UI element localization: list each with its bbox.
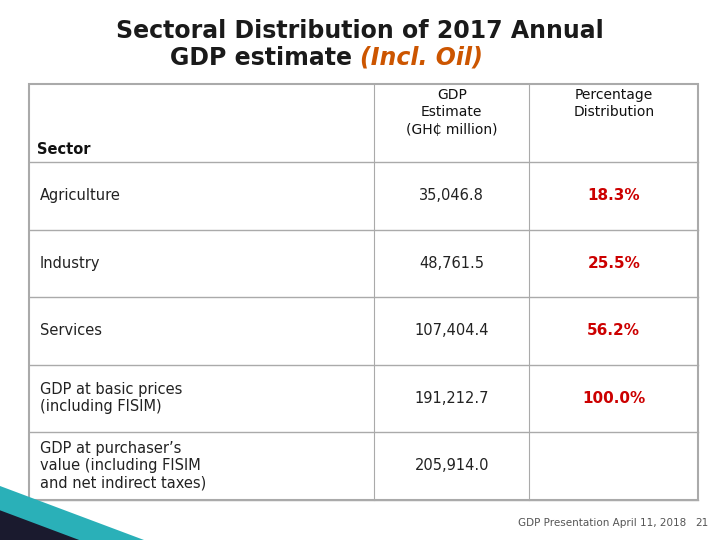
Text: 48,761.5: 48,761.5 bbox=[419, 256, 485, 271]
Text: 191,212.7: 191,212.7 bbox=[415, 391, 489, 406]
Text: (Incl. Oil): (Incl. Oil) bbox=[360, 46, 483, 70]
Text: 18.3%: 18.3% bbox=[588, 188, 640, 203]
Polygon shape bbox=[0, 510, 79, 540]
Text: GDP
Estimate
(GH₵ million): GDP Estimate (GH₵ million) bbox=[406, 88, 498, 137]
Text: Percentage
Distribution: Percentage Distribution bbox=[573, 88, 654, 119]
Text: GDP at basic prices
(including FISIM): GDP at basic prices (including FISIM) bbox=[40, 382, 182, 415]
Text: 100.0%: 100.0% bbox=[582, 391, 645, 406]
Text: GDP estimate: GDP estimate bbox=[170, 46, 360, 70]
Text: Agriculture: Agriculture bbox=[40, 188, 120, 203]
Text: 107,404.4: 107,404.4 bbox=[415, 323, 489, 338]
Text: GDP Presentation April 11, 2018: GDP Presentation April 11, 2018 bbox=[518, 518, 687, 528]
Text: Sector: Sector bbox=[37, 141, 91, 157]
Text: Services: Services bbox=[40, 323, 102, 338]
Text: 56.2%: 56.2% bbox=[588, 323, 640, 338]
Text: 205,914.0: 205,914.0 bbox=[415, 458, 489, 473]
Text: 25.5%: 25.5% bbox=[588, 256, 640, 271]
Text: GDP at purchaser’s
value (including FISIM
and net indirect taxes): GDP at purchaser’s value (including FISI… bbox=[40, 441, 206, 491]
Bar bbox=[29, 84, 698, 500]
Text: 35,046.8: 35,046.8 bbox=[419, 188, 485, 203]
Text: 21: 21 bbox=[695, 518, 708, 528]
Text: Industry: Industry bbox=[40, 256, 100, 271]
Polygon shape bbox=[0, 486, 144, 540]
Text: Sectoral Distribution of 2017 Annual: Sectoral Distribution of 2017 Annual bbox=[116, 19, 604, 43]
